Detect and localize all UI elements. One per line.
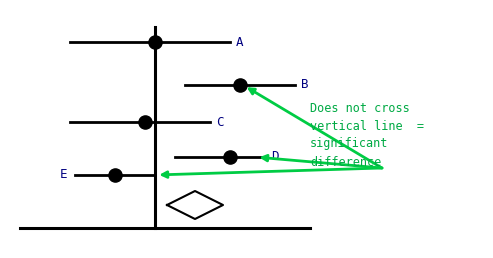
Point (226, 155, 234, 159)
Point (151, 40, 159, 44)
Point (141, 120, 149, 124)
Text: A: A (236, 36, 244, 49)
Point (236, 83, 244, 87)
Text: D: D (271, 150, 279, 164)
Text: B: B (301, 78, 309, 92)
Text: E: E (60, 168, 67, 181)
Text: Does not cross
vertical line  =
significant
difference: Does not cross vertical line = significa… (310, 101, 424, 168)
Point (111, 173, 119, 177)
Text: C: C (216, 116, 223, 128)
